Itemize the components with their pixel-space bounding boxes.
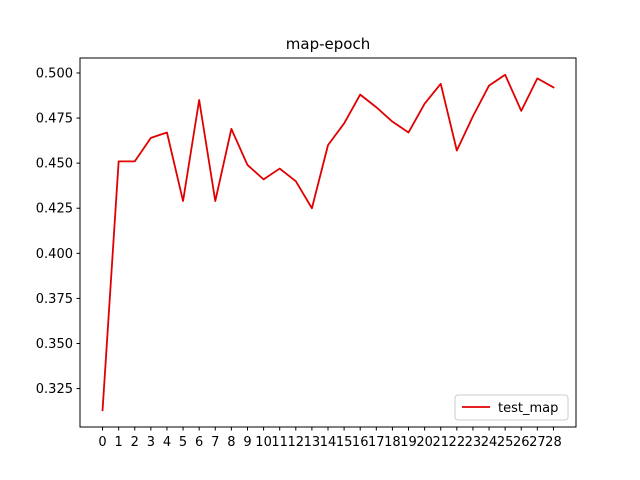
x-axis: 0 1 2 3 4 5 6 7 8 9 10 11 12 13 14 15 16 17 18 19 20 21 22 23 24… (98, 427, 562, 450)
x-tick-label: 23 (465, 435, 482, 450)
x-tick-label: 13 (304, 435, 321, 450)
x-tick-label: 19 (400, 435, 417, 450)
x-tick-label: 4 (163, 435, 171, 450)
x-tick-label: 22 (449, 435, 466, 450)
x-tick-label: 26 (513, 435, 530, 450)
x-tick-label: 1 (115, 435, 123, 450)
x-tick-label: 25 (497, 435, 514, 450)
plot-area: 0.325 0.350 0.375 0.400 0.425 0.450 0.475 0.500… (36, 57, 577, 450)
x-tick-label: 27 (529, 435, 546, 450)
x-tick-label: 15 (336, 435, 353, 450)
x-tick-label: 11 (271, 435, 288, 450)
legend: test_map (454, 394, 569, 421)
x-tick-label: 7 (211, 435, 219, 450)
x-tick-label: 17 (368, 435, 385, 450)
x-tick-label: 2 (131, 435, 139, 450)
y-tick-label: 0.500 (36, 66, 73, 81)
x-tick-label: 14 (320, 435, 337, 450)
y-tick-label: 0.425 (36, 202, 73, 217)
x-tick-label: 20 (416, 435, 433, 450)
plot-frame (79, 57, 577, 428)
x-tick-label: 10 (255, 435, 272, 450)
series-line-test_map (101, 73, 555, 412)
x-tick-label: 5 (179, 435, 187, 450)
x-tick-label: 21 (432, 435, 449, 450)
x-tick-label: 24 (481, 435, 498, 450)
x-tick-label: 16 (352, 435, 369, 450)
x-tick-label: 18 (384, 435, 401, 450)
x-tick-label: 3 (147, 435, 155, 450)
y-tick-label: 0.400 (36, 247, 73, 262)
y-tick-label: 0.325 (36, 382, 73, 397)
x-tick-label: 9 (243, 435, 251, 450)
y-tick-label: 0.475 (36, 112, 73, 127)
series-layer (101, 73, 555, 412)
legend-label: test_map (498, 401, 558, 416)
x-tick-label: 6 (195, 435, 203, 450)
y-tick-label: 0.350 (36, 337, 73, 352)
chart-title: map-epoch (286, 35, 370, 53)
x-tick-label: 12 (288, 435, 305, 450)
y-tick-label: 0.450 (36, 157, 73, 172)
y-tick-label: 0.375 (36, 292, 73, 307)
x-tick-label: 8 (227, 435, 235, 450)
x-tick-label: 28 (545, 435, 562, 450)
legend-box (454, 394, 569, 421)
y-axis: 0.325 0.350 0.375 0.400 0.425 0.450 0.475 0.500 (36, 66, 80, 397)
x-tick-label: 0 (98, 435, 106, 450)
